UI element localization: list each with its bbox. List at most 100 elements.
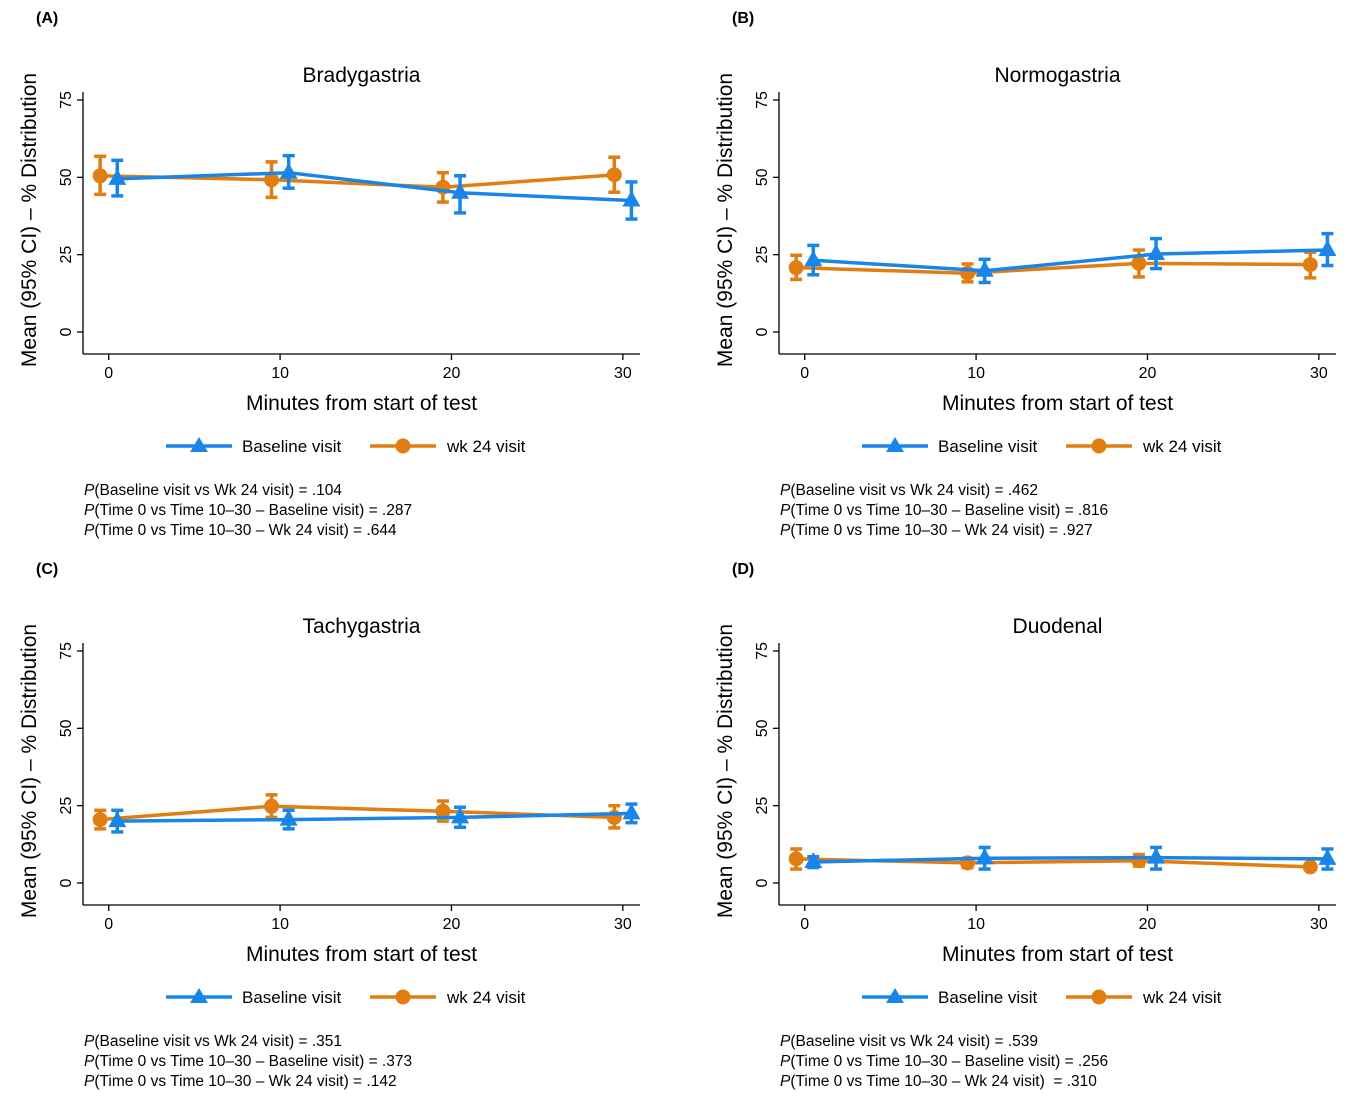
y-tick-label: 0 [754,878,771,887]
wk24-point [1131,853,1147,869]
x-tick-label: 10 [967,365,985,382]
x-axis-label: Minutes from start of test [942,943,1173,966]
baseline-point [279,809,298,826]
p-value-line: P(Time 0 vs Time 10–30 – Baseline visit)… [84,502,413,519]
panel-tachygastria: (C) Tachygastria 0 25 50 75 0 10 20 30 Minutes fr… [0,551,674,1099]
legend-wk24-label: wk 24 visit [446,437,526,456]
y-axis-label: Mean (95% CI) – % Distribution [714,73,737,367]
y-tick-label: 50 [754,168,771,186]
y-tick-label: 25 [754,246,771,264]
chart-duodenal: Duodenal 0 25 50 75 0 10 20 30 Minutes from start… [714,615,1337,1007]
panel-label: (D) [732,561,755,578]
x-tick-label: 20 [1139,916,1157,933]
p-value-line: P(Time 0 vs Time 10–30 – Baseline visit)… [780,1053,1109,1070]
panel-bradygastria: (A) Bradygastria 0 25 50 75 0 10 20 30 Minutes fr… [0,0,674,548]
p-value-line: P(Time 0 vs Time 10–30 – Wk 24 visit) = … [84,522,397,539]
baseline-point [975,260,994,277]
legend-baseline-label: Baseline visit [242,437,341,456]
wk24-point [788,851,804,867]
panel-duodenal: (D) Duodenal 0 25 50 75 0 10 20 30 Minutes from s… [696,551,1348,1099]
legend-baseline-marker [886,988,904,1003]
y-tick-label: 0 [58,327,75,336]
chart-bradygastria: Bradygastria 0 25 50 75 0 10 20 30 Minutes from s… [18,64,641,456]
y-tick-label: 50 [58,168,75,186]
y-tick-label: 50 [754,719,771,737]
x-tick-label: 30 [614,365,632,382]
legend-wk24-marker [1091,438,1107,454]
y-tick-label: 25 [58,797,75,815]
y-axis-label: Mean (95% CI) – % Distribution [18,73,41,367]
x-axis-label: Minutes from start of test [246,943,477,966]
x-tick-label: 0 [104,365,113,382]
chart-title: Normogastria [994,64,1120,87]
p-values: P(Baseline visit vs Wk 24 visit) = .539 … [780,1032,1108,1092]
panel-normogastria: (B) Normogastria 0 25 50 75 0 10 20 30 Minutes fr… [696,0,1348,548]
legend-wk24-label: wk 24 visit [1142,988,1222,1007]
p-value-line: P(Time 0 vs Time 10–30 – Wk 24 visit) = … [780,1073,1097,1090]
p-values: P(Baseline visit vs Wk 24 visit) = .104 … [84,481,412,541]
p-value-line: P(Time 0 vs Time 10–30 – Wk 24 visit) = … [780,522,1093,539]
x-axis-label: Minutes from start of test [246,392,477,415]
chart-title: Tachygastria [303,615,421,638]
p-value-line: P(Baseline visit vs Wk 24 visit) = .104 [84,482,342,499]
x-tick-label: 20 [443,916,461,933]
y-tick-label: 50 [58,719,75,737]
legend-baseline-marker [190,988,208,1003]
baseline-point [1147,244,1166,261]
y-tick-label: 75 [754,91,771,109]
baseline-point [1318,240,1337,257]
x-tick-label: 20 [443,365,461,382]
panel-label: (A) [36,10,59,27]
baseline-point [622,803,641,820]
y-tick-label: 0 [754,327,771,336]
wk24-series-line [796,261,1311,275]
legend-baseline-label: Baseline visit [242,988,341,1007]
y-tick-label: 0 [58,878,75,887]
wk24-point [606,167,622,183]
legend-baseline-label: Baseline visit [938,437,1037,456]
legend-baseline-label: Baseline visit [938,988,1037,1007]
legend-wk24-label: wk 24 visit [1142,437,1222,456]
y-tick-label: 75 [58,642,75,660]
legend-wk24-marker [1091,989,1107,1005]
p-value-line: P(Baseline visit vs Wk 24 visit) = .351 [84,1033,342,1050]
y-tick-label: 75 [58,91,75,109]
p-value-line: P(Time 0 vs Time 10–30 – Baseline visit)… [84,1053,413,1070]
baseline-point [622,190,641,207]
wk24-point [264,172,280,188]
baseline-series-line [117,811,632,823]
wk24-point [1302,859,1318,875]
wk24-point [435,803,451,819]
baseline-point [451,807,470,824]
x-tick-label: 0 [800,365,809,382]
x-tick-label: 0 [104,916,113,933]
wk24-point [788,260,804,276]
x-tick-label: 30 [614,916,632,933]
x-tick-label: 0 [800,916,809,933]
baseline-point [279,162,298,179]
y-axis-label: Mean (95% CI) – % Distribution [18,624,41,918]
baseline-point [108,168,127,185]
baseline-point [975,848,994,865]
y-tick-label: 75 [754,642,771,660]
wk24-point [92,812,108,828]
legend-wk24-label: wk 24 visit [446,988,526,1007]
legend-wk24-marker [395,989,411,1005]
p-values: P(Baseline visit vs Wk 24 visit) = .462 … [780,481,1108,541]
x-tick-label: 10 [271,365,289,382]
baseline-point [108,811,127,828]
panel-label: (B) [732,10,755,27]
wk24-point [92,168,108,184]
p-value-line: P(Time 0 vs Time 10–30 – Wk 24 visit) = … [84,1073,397,1090]
wk24-point [1131,255,1147,271]
baseline-series-line [117,170,632,203]
chart-normogastria: Normogastria 0 25 50 75 0 10 20 30 Minutes from s… [714,64,1337,456]
x-tick-label: 20 [1139,365,1157,382]
chart-tachygastria: Tachygastria 0 25 50 75 0 10 20 30 Minutes from s… [18,615,641,1007]
x-tick-label: 10 [967,916,985,933]
baseline-point [804,250,823,267]
legend-baseline-marker [886,437,904,452]
x-tick-label: 30 [1310,365,1328,382]
x-axis-label: Minutes from start of test [942,392,1173,415]
x-tick-label: 30 [1310,916,1328,933]
